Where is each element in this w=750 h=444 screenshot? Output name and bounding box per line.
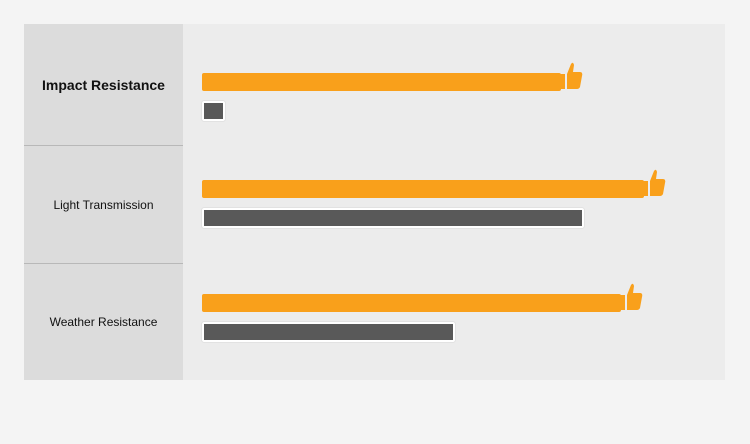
bar-series-1 [202, 294, 621, 312]
thumbs-up-icon [559, 61, 583, 91]
category-column: Impact Resistance Light Transmission Wea… [24, 24, 183, 380]
thumbs-up-icon [619, 282, 643, 312]
divider [24, 145, 183, 146]
bar-series-1 [202, 73, 561, 91]
category-label: Weather Resistance [49, 315, 158, 329]
bar-series-2 [202, 208, 584, 228]
bar-series-2 [202, 101, 225, 121]
category-label: Impact Resistance [42, 76, 165, 93]
bar-series-2 [202, 322, 455, 342]
bar-series-1 [202, 180, 644, 198]
divider [24, 263, 183, 264]
category-label: Light Transmission [53, 197, 154, 212]
thumbs-up-icon [642, 168, 666, 198]
chart-panel: Impact Resistance Light Transmission Wea… [24, 24, 725, 380]
